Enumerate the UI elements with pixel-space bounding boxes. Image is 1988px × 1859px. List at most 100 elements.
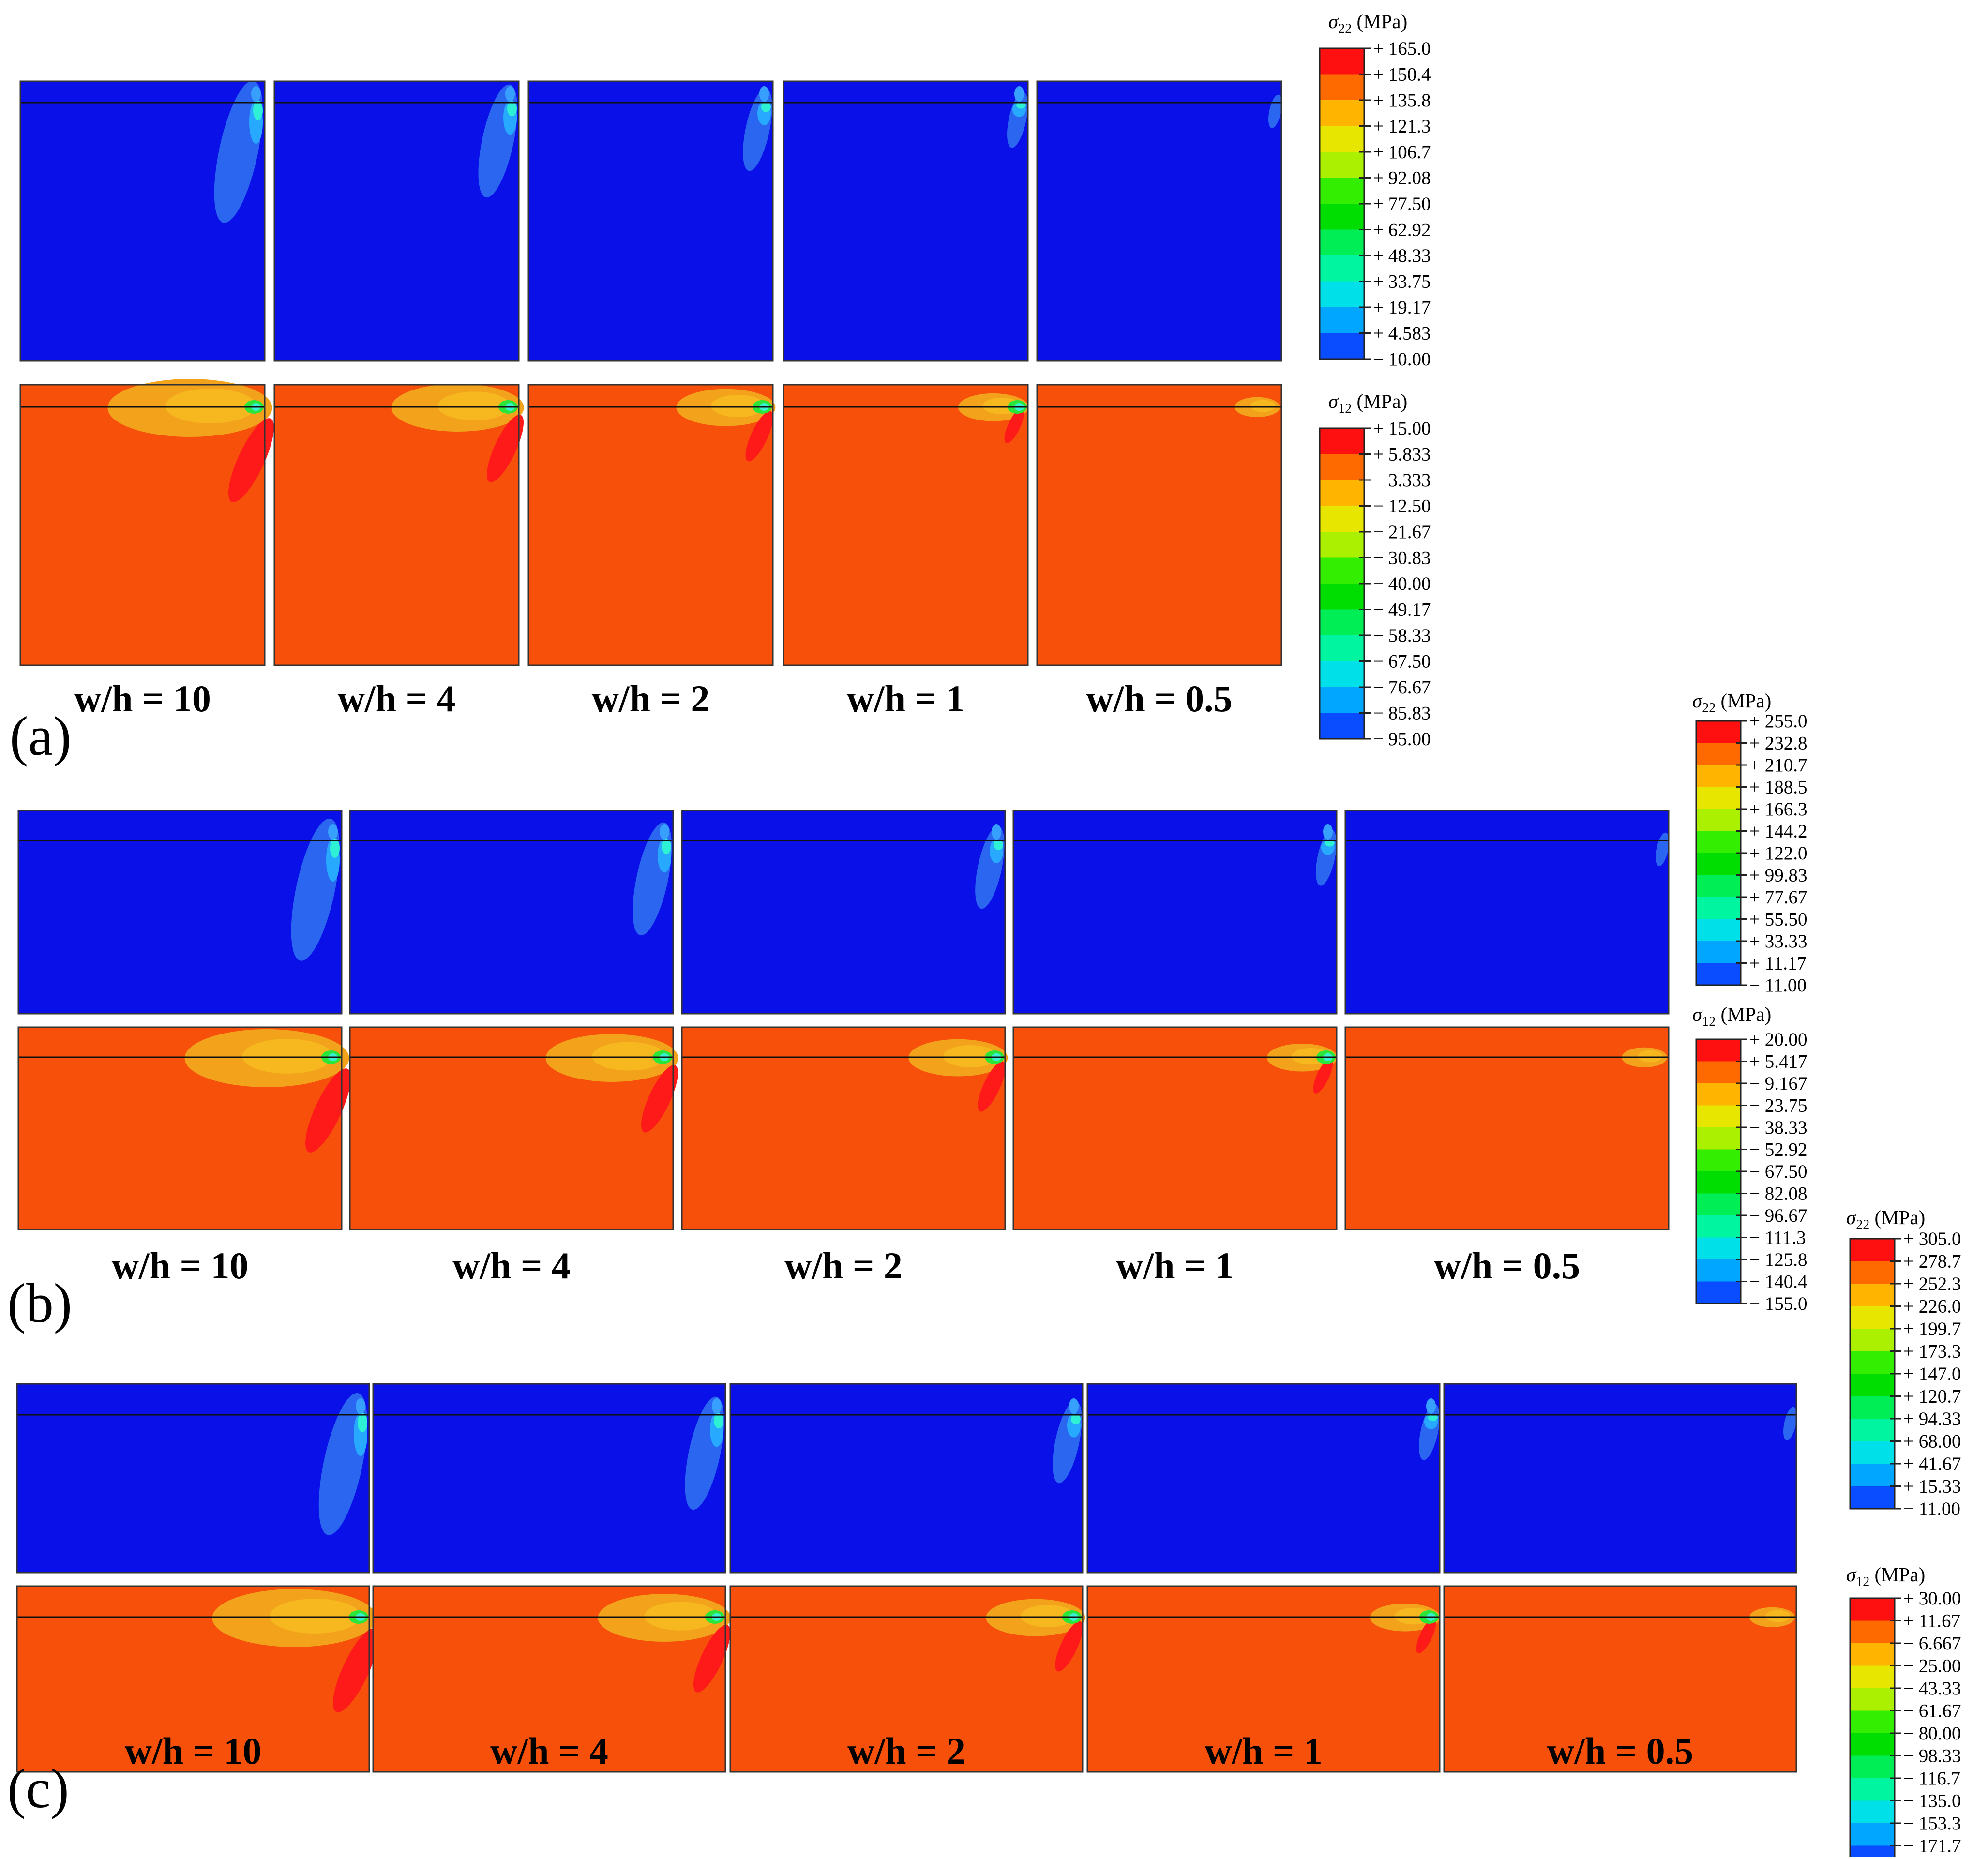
sigma12-colorbar-band: [1696, 1039, 1741, 1062]
sigma12-colorbar-tick-label: − 98.33: [1903, 1746, 1961, 1767]
sigma12-contour-peak: [305, 1068, 351, 1153]
sigma12-colorbar-band: [1320, 635, 1364, 661]
sigma12-colorbar-band: [1320, 428, 1364, 454]
sigma12-colorbar-band: [1696, 1061, 1741, 1083]
sigma12-colorbar-band: [1320, 687, 1364, 713]
sigma22-colorbar-tick-label: − 10.00: [1373, 349, 1431, 370]
sigma12-colorbar-tick-label: + 5.417: [1749, 1051, 1807, 1072]
plot-border: [1443, 1383, 1797, 1574]
sigma12-contour-peak: [332, 1628, 379, 1712]
sigma22-colorbar-tick-label: + 165.0: [1373, 38, 1431, 59]
sigma12-colorbar-tick-label: − 80.00: [1903, 1723, 1961, 1744]
sigma22-colorbar-tick-label: + 41.67: [1903, 1454, 1961, 1474]
sigma22-colorbar-tick-label: + 226.0: [1903, 1296, 1961, 1317]
sigma22-contour-field: [17, 1384, 369, 1573]
ratio-label: w/h = 10: [112, 1244, 249, 1287]
sigma22-contour-field: [682, 810, 1005, 1014]
ratio-label: w/h = 1: [1205, 1730, 1323, 1772]
plot-border: [1443, 1585, 1797, 1773]
sigma12-colorbar-tick-label: − 67.50: [1373, 651, 1431, 672]
sigma22-colorbar-tick-label: + 173.3: [1903, 1341, 1961, 1362]
sigma22-contour-field: [1345, 810, 1669, 1014]
sigma22-colorbar-tick-label: + 252.3: [1903, 1274, 1961, 1294]
sigma12-contour-lobe: [165, 389, 256, 423]
sigma12-colorbar-band: [1320, 661, 1364, 687]
sigma22-colorbar-tick-label: + 135.8: [1373, 90, 1431, 111]
sigma22-colorbar-tick-label: + 33.33: [1749, 931, 1807, 952]
sigma12-contour-field: [1345, 1027, 1669, 1229]
sigma12-colorbar-tick-label: − 25.00: [1903, 1656, 1961, 1677]
sigma12-colorbar-band: [1850, 1643, 1895, 1666]
sigma22-contour-band: [1071, 1413, 1081, 1424]
plot-border: [1344, 810, 1670, 1015]
sigma22-colorbar-tick-label: + 55.50: [1749, 909, 1807, 930]
sigma22-colorbar-band: [1696, 831, 1741, 853]
sigma22-colorbar-tick-label: + 15.33: [1903, 1476, 1961, 1497]
sigma22-colorbar-band: [1850, 1351, 1895, 1374]
plot-border: [1012, 810, 1338, 1015]
sigma12-colorbar-tick-label: + 11.67: [1903, 1611, 1960, 1632]
sigma22-contour-band: [251, 86, 261, 102]
sigma22-colorbar-band: [1696, 765, 1741, 787]
sigma22-contour-band: [660, 824, 669, 840]
sigma12-contour-lobe: [1637, 1050, 1663, 1063]
sigma12-contour-peak: [1416, 1618, 1436, 1653]
sigma22-contour-band: [330, 839, 340, 858]
sigma12-colorbar-tick-label: + 5.833: [1373, 444, 1431, 465]
sigma12-colorbar-band: [1696, 1281, 1741, 1304]
plot-border: [273, 80, 520, 362]
sigma12-colorbar-tick-label: − 6.667: [1903, 1633, 1961, 1654]
sigma22-contour-band: [994, 839, 1003, 850]
sigma22-colorbar-band: [1320, 229, 1364, 255]
sigma22-colorbar-band: [1850, 1486, 1895, 1509]
sigma22-colorbar-band: [1850, 1396, 1895, 1419]
sigma12-contour-field: [274, 385, 519, 665]
sigma12-colorbar-band: [1320, 609, 1364, 635]
sigma22-colorbar-band: [1696, 897, 1741, 919]
ratio-label: w/h = 10: [74, 677, 211, 720]
plot-border: [783, 80, 1029, 362]
sigma22-contour-band: [328, 824, 338, 840]
sigma12-colorbar-band: [1696, 1105, 1741, 1127]
sigma12-colorbar-tick-label: − 9.167: [1749, 1073, 1807, 1094]
sigma22-colorbar-title: σ22 (MPa): [1692, 690, 1771, 716]
sigma12-colorbar-tick-label: − 116.7: [1903, 1768, 1960, 1789]
ratio-label: w/h = 2: [784, 1244, 903, 1287]
sigma12-colorbar-band: [1850, 1800, 1895, 1823]
sigma22-colorbar-band: [1320, 333, 1364, 359]
ratio-label: w/h = 4: [452, 1244, 571, 1287]
sigma22-colorbar-band: [1850, 1284, 1895, 1306]
sigma12-colorbar-band: [1696, 1193, 1741, 1215]
sigma22-contour-band: [662, 839, 671, 855]
sigma12-colorbar-tick-label: − 135.0: [1903, 1791, 1961, 1812]
sigma12-colorbar-band: [1850, 1845, 1895, 1859]
sigma12-colorbar-band: [1850, 1620, 1895, 1643]
sigma22-colorbar-band: [1320, 48, 1364, 75]
sigma22-colorbar-band: [1696, 875, 1741, 897]
panel-b: w/h = 10 w/h = 4 w/h = 2 w/h = 1 w/h = 0.5 (b…: [7, 690, 1807, 1334]
sigma22-colorbar-tick-label: + 199.7: [1903, 1319, 1961, 1339]
plot-border: [1086, 1585, 1441, 1773]
sigma22-colorbar-band: [1320, 281, 1364, 307]
sigma12-colorbar-tick-label: + 20.00: [1749, 1029, 1807, 1050]
sigma22-colorbar-band: [1320, 204, 1364, 230]
plot-border: [273, 384, 520, 666]
sigma22-colorbar-band: [1850, 1239, 1895, 1261]
sigma12-colorbar-tick-label: − 38.33: [1749, 1117, 1807, 1138]
sigma22-contour-field: [783, 81, 1028, 361]
sigma12-contour-peak: [1004, 408, 1024, 443]
sigma22-colorbar-tick-label: + 147.0: [1903, 1364, 1961, 1384]
sigma12-colorbar-tick-label: − 85.83: [1373, 703, 1431, 724]
sigma12-colorbar-tick-label: − 95.00: [1373, 729, 1431, 750]
sigma22-contour-field: [373, 1384, 725, 1573]
panel-letter: (b): [7, 1273, 72, 1334]
sigma22-colorbar-tick-label: + 62.92: [1373, 220, 1431, 240]
plot-border: [1012, 1026, 1338, 1230]
ratio-label: w/h = 2: [592, 677, 710, 720]
sigma22-contour-band: [253, 101, 263, 120]
plot-border: [1036, 80, 1282, 362]
plot-border: [17, 810, 343, 1015]
sigma22-contour-band: [1016, 102, 1026, 109]
sigma22-colorbar-band: [1696, 787, 1741, 809]
sigma12-colorbar-tick-label: − 58.33: [1373, 625, 1431, 646]
